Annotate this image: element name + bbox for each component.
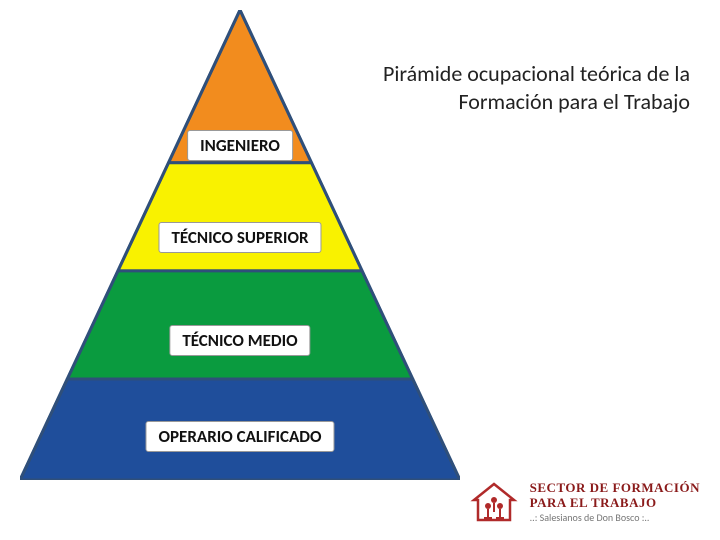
- pyramid: INGENIERO TÉCNICO SUPERIOR TÉCNICO MEDIO OP…: [20, 10, 460, 480]
- footer-text: SECTOR DE FORMACIÓN PARA EL TRABAJO ..: …: [530, 481, 700, 523]
- pyramid-label-ingeniero: INGENIERO: [187, 130, 293, 161]
- footer-line-3: ..: Salesianos de Don Bosco :..: [530, 512, 700, 523]
- footer-logo-icon: [468, 478, 520, 526]
- pyramid-label-operario-calificado: OPERARIO CALIFICADO: [145, 421, 334, 452]
- footer-line-1: SECTOR DE FORMACIÓN: [530, 481, 700, 495]
- footer-line-2: PARA EL TRABAJO: [530, 496, 700, 510]
- footer: SECTOR DE FORMACIÓN PARA EL TRABAJO ..: …: [468, 478, 700, 526]
- pyramid-level-tecnico-superior: [118, 163, 362, 271]
- pyramid-label-tecnico-medio: TÉCNICO MEDIO: [169, 325, 310, 356]
- pyramid-label-tecnico-superior: TÉCNICO SUPERIOR: [158, 222, 321, 253]
